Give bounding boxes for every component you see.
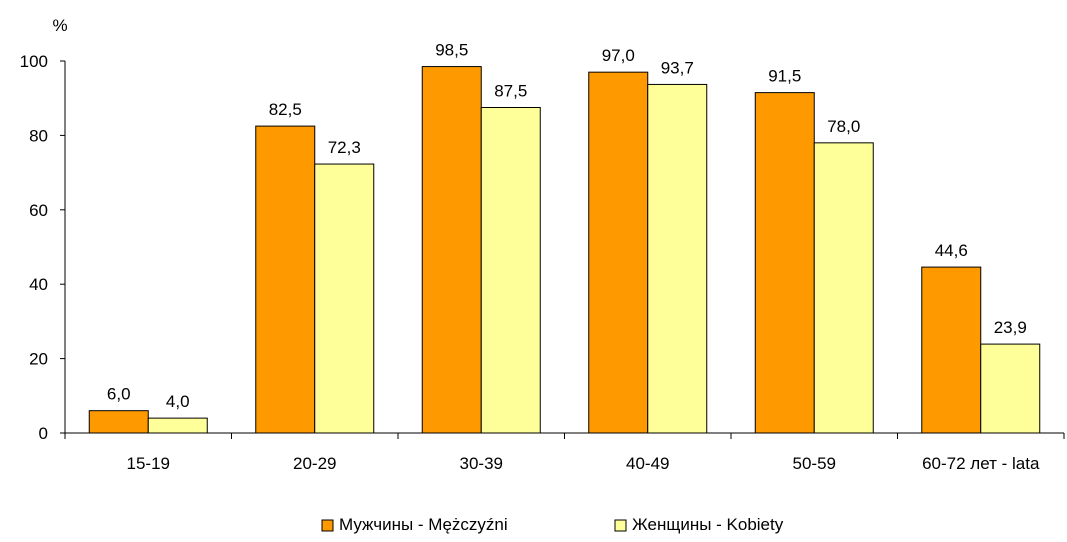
data-label: 6,0 [107, 385, 131, 404]
data-label: 78,0 [827, 117, 860, 136]
x-axis-labels: 15-19 20-29 30-39 40-49 50-59 60-72 лет - lat… [127, 454, 1040, 473]
bar-men [88, 410, 149, 434]
bar-women [480, 107, 541, 434]
x-tick-label: 50-59 [793, 454, 836, 473]
bar-women [147, 417, 208, 434]
bar-women [647, 83, 708, 434]
legend-label-women: Женщины - Kobiety [632, 515, 784, 534]
y-unit-label: % [52, 16, 67, 35]
bar-women [980, 343, 1041, 434]
y-tick-label: 80 [29, 126, 48, 145]
data-label: 91,5 [768, 67, 801, 86]
bars: 6,0 4,0 82,5 72,3 98,5 87,5 97,0 93,7 91,5 78,0 44… [88, 41, 1041, 434]
x-tick-label: 30-39 [460, 454, 503, 473]
data-label: 23,9 [994, 318, 1027, 337]
legend-label-men: Мужчины - Mężczyźni [339, 515, 508, 534]
x-axis-ticks [64, 433, 1065, 439]
bar-men [588, 71, 649, 434]
y-tick-label: 0 [39, 424, 48, 443]
bar-men [421, 66, 482, 434]
bar-men [921, 266, 982, 434]
bar-women [314, 163, 375, 434]
bar-men [754, 92, 815, 434]
data-label: 72,3 [328, 138, 361, 157]
data-label: 98,5 [435, 41, 468, 60]
bar-men [255, 125, 316, 434]
data-label: 87,5 [494, 82, 527, 101]
data-label: 82,5 [269, 100, 302, 119]
legend-swatch-women [614, 519, 627, 532]
data-label: 4,0 [166, 392, 190, 411]
y-tick-label: 40 [29, 275, 48, 294]
data-label: 97,0 [602, 46, 635, 65]
x-tick-label: 20-29 [293, 454, 336, 473]
y-axis-ticks: 0 20 40 60 80 100 [20, 52, 65, 443]
y-tick-label: 60 [29, 201, 48, 220]
data-label: 93,7 [661, 58, 694, 77]
x-tick-label: 60-72 лет - lata [922, 454, 1040, 473]
data-label: 44,6 [935, 241, 968, 260]
x-tick-label: 40-49 [626, 454, 669, 473]
y-tick-label: 100 [20, 52, 48, 71]
legend: Мужчины - Mężczyźni Женщины - Kobiety [321, 515, 784, 534]
y-tick-label: 20 [29, 350, 48, 369]
bar-women [813, 142, 874, 434]
x-tick-label: 15-19 [127, 454, 170, 473]
legend-swatch-men [321, 519, 334, 532]
